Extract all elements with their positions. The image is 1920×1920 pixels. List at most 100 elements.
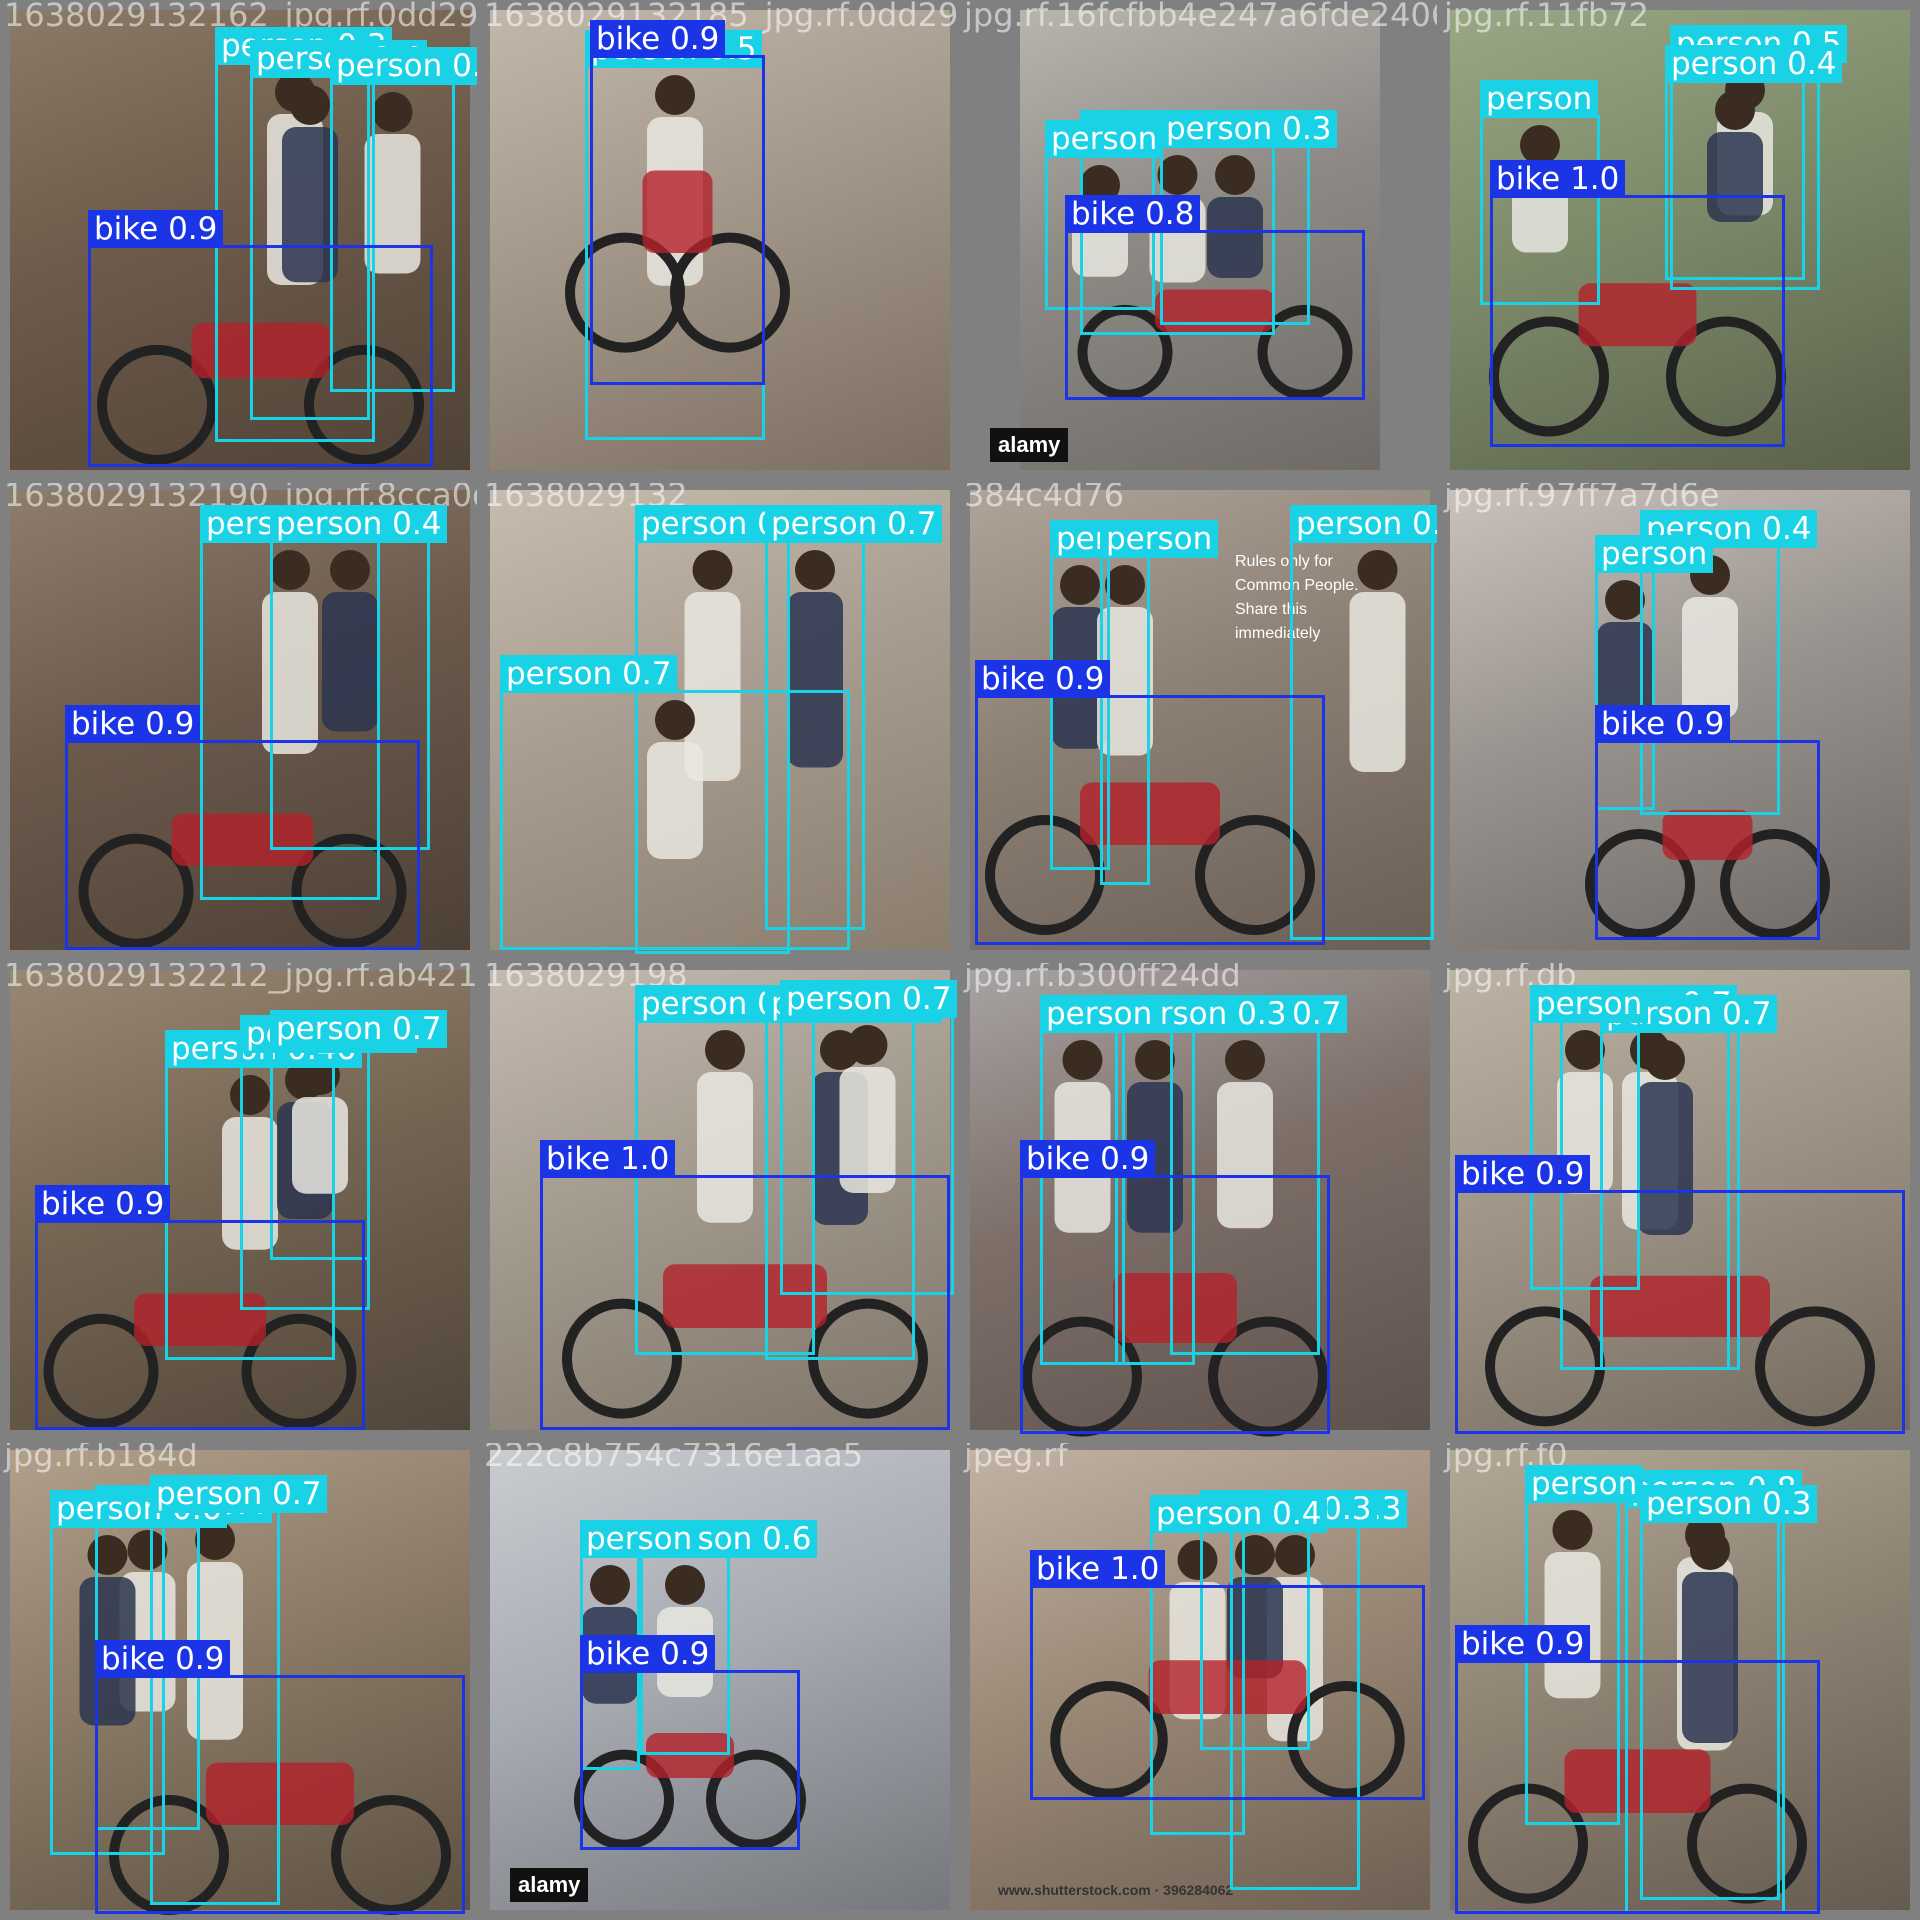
- wheel-shape: [706, 1749, 806, 1850]
- bike-detection-box: bike 0.8: [1065, 195, 1365, 400]
- rider-torso-shape: [1227, 1577, 1283, 1679]
- bike-detection-label: bike 1.0: [1030, 1550, 1166, 1588]
- bike-detection-box: bike 1.0: [1490, 160, 1785, 447]
- person-detection-box: person: [1040, 995, 1159, 1365]
- tile-scene: [1485, 1030, 1875, 1427]
- mosaic-tile: alamy jpg.rf.16fcfbb4e247a6fde24066 person…: [960, 0, 1440, 480]
- bike-body-shape: [1564, 1749, 1711, 1813]
- bike-detection-box: bike 0.9: [580, 1635, 800, 1850]
- person-detection-label: person: [1525, 1465, 1644, 1503]
- person-detection-label: person: [580, 1520, 699, 1558]
- rider-head-shape: [1520, 125, 1560, 165]
- person-detection-label: person 0.4: [1150, 1495, 1328, 1533]
- person-detection-box: person: [1045, 120, 1164, 310]
- person-detection-box: person: [1525, 1465, 1644, 1825]
- person-detection-box: person 0.4: [1150, 1495, 1328, 1835]
- person-detection-label: person 0.7: [270, 1010, 448, 1048]
- tile-divider: [0, 1437, 1920, 1443]
- wheel-shape: [43, 1313, 159, 1429]
- person-detection-box: person 0.3: [1160, 110, 1338, 325]
- rider-torso-shape: [647, 742, 703, 859]
- person-detection-label: person: [1530, 985, 1649, 1023]
- rider-head-shape: [705, 1030, 745, 1070]
- tile-overlay-text: Rules only for Common People. Share this…: [1235, 553, 1359, 642]
- wheel-shape: [78, 833, 194, 949]
- person-detection-box: person 0.7: [780, 980, 958, 1295]
- wheel-shape: [1489, 316, 1609, 437]
- rider-head-shape: [590, 1565, 630, 1605]
- rider-head-shape: [1565, 1030, 1605, 1070]
- bike-detection-box: bike 0.9: [1595, 705, 1820, 940]
- person-detection-box: person 0.7: [270, 1010, 448, 1260]
- tile-watermark: alamy: [510, 1868, 589, 1902]
- rider-torso-shape: [222, 1117, 278, 1250]
- rider-head-shape: [1605, 580, 1645, 620]
- bike-body-shape: [1590, 1275, 1770, 1337]
- bike-detection-label: bike 0.9: [975, 660, 1111, 698]
- wheel-shape: [1666, 316, 1786, 437]
- rider-head-shape: [655, 75, 695, 115]
- rider-torso-shape: [1682, 1572, 1738, 1743]
- bike-detection-box: bike 0.9: [1020, 1140, 1330, 1434]
- rider-head-shape: [1060, 565, 1100, 605]
- wheel-shape: [670, 232, 790, 353]
- person-detection-label: person 0.7: [765, 505, 943, 543]
- rider-head-shape: [1157, 155, 1198, 195]
- tile-filename: 1638029132162_jpg.rf.0dd2922: [4, 0, 480, 34]
- person-detection-box: person 0.7: [500, 655, 850, 950]
- person-detection-box: person: [1480, 80, 1600, 305]
- rider-head-shape: [1715, 90, 1755, 130]
- bike-body-shape: [663, 1264, 827, 1328]
- person-detection-box: person 0.3: [1290, 505, 1440, 940]
- rider-head-shape: [1062, 1040, 1103, 1080]
- tile-watermark: www.shutterstock.com · 396284062: [998, 1882, 1234, 1898]
- rider-head-shape: [372, 92, 413, 132]
- wheel-shape: [331, 1795, 451, 1915]
- bike-detection-box: bike 0.9: [1455, 1155, 1905, 1434]
- person-detection-label: person 0.3: [1640, 1485, 1818, 1523]
- bike-body-shape: [1148, 1660, 1307, 1714]
- wheel-shape: [1720, 829, 1830, 939]
- person-detection-label: person 0.7: [150, 1475, 328, 1513]
- bike-detection-box: bike 0.9: [590, 20, 765, 385]
- bike-body-shape: [1662, 810, 1753, 860]
- tile-filename: jpg.rf.b300ff24dd: [964, 960, 1241, 994]
- person-detection-box: person: [1595, 535, 1714, 810]
- rider-head-shape: [330, 550, 370, 590]
- bike-detection-label: bike 0.9: [35, 1185, 171, 1223]
- bike-detection-box: bike 0.9: [35, 1185, 365, 1430]
- wheel-shape: [1468, 1783, 1588, 1904]
- bike-detection-box: bike 1.0: [540, 1140, 950, 1430]
- rider-torso-shape: [1097, 607, 1153, 756]
- rider-head-shape: [127, 1530, 168, 1570]
- tile-scene: [565, 75, 790, 353]
- rider-head-shape: [1215, 155, 1255, 195]
- bike-detection-box: bike 0.9: [65, 705, 420, 950]
- tile-filename: 384c4d76: [964, 480, 1125, 514]
- person-detection-label: person: [1480, 80, 1599, 118]
- wheel-shape: [291, 833, 407, 949]
- rider-head-shape: [1275, 1535, 1315, 1575]
- person-detection-label: person: [1100, 520, 1219, 558]
- wheel-shape: [1287, 1681, 1405, 1799]
- wheel-shape: [1257, 304, 1353, 400]
- bike-detection-label: bike 0.8: [1065, 195, 1201, 233]
- rider-head-shape: [1225, 1040, 1265, 1080]
- rider-head-shape: [1357, 550, 1398, 590]
- rider-torso-shape: [839, 1067, 896, 1193]
- tile-filename: jpg.rf.11fb72: [1444, 0, 1649, 34]
- rider-torso-shape: [697, 1072, 753, 1223]
- wheel-shape: [1585, 829, 1695, 939]
- person-detection-box: person 0.7: [765, 505, 943, 930]
- person-detection-label: person 0.7: [500, 655, 678, 693]
- tile-filename: jpg.rf.16fcfbb4e247a6fde24066: [964, 0, 1440, 34]
- bike-detection-label: bike 0.9: [1595, 705, 1731, 743]
- mosaic-tile: www.shutterstock.com · 396284062 jpeg.rf p…: [960, 1440, 1440, 1920]
